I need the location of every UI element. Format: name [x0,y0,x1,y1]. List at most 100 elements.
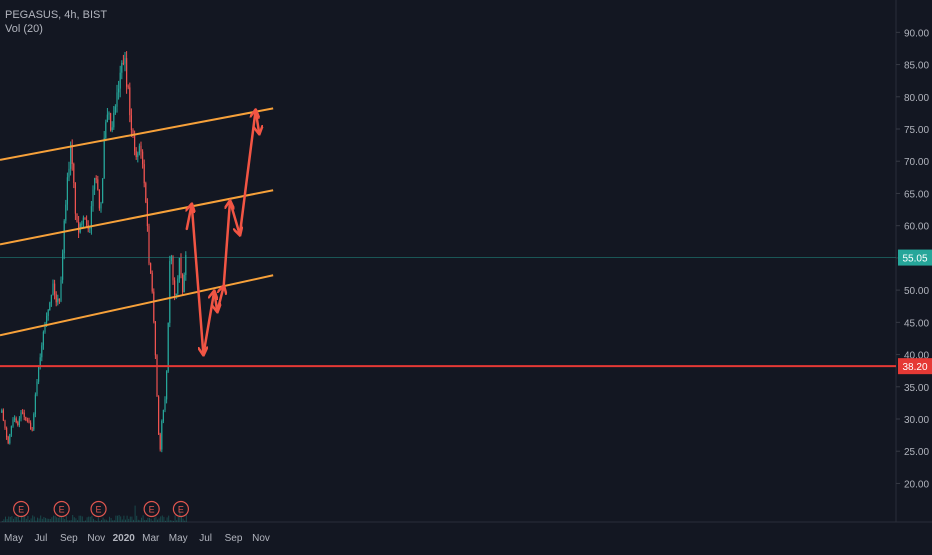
candle-body [74,183,76,214]
projection-arrow [238,110,256,236]
candle-body [95,178,97,180]
volume-bar [166,517,168,522]
candle-body [84,217,86,220]
volume-bar [104,519,106,522]
x-tick-label: May [169,533,188,544]
volume-bar [6,519,8,522]
candle-body [2,410,4,421]
y-tick-label: 60.00 [904,222,929,233]
candle-body [103,137,105,179]
volume-bar [78,515,80,522]
candle-body [49,302,51,311]
volume-bar [54,515,56,522]
candle-body [18,418,20,425]
earnings-marker-label: E [96,505,102,515]
projection-arrow [214,290,217,311]
volume-bar [101,519,102,522]
candle-body [28,420,30,423]
chart-legend: PEGASUS, 4h, BIST Vol (20) [5,8,107,36]
volume-bar [41,518,43,522]
candle-body [175,293,177,295]
candle-body [68,168,70,178]
earnings-marker-label: E [178,505,184,515]
volume-bar [123,515,125,522]
candle-body [183,275,185,293]
projection-arrow [256,109,260,133]
volume-bar [149,518,150,522]
projection-arrow [216,286,223,313]
candle-body [63,220,65,254]
candle-body [170,256,172,262]
candle-body [4,420,6,428]
volume-indicator-label[interactable]: Vol (20) [5,23,43,35]
volume-bar [102,517,104,522]
x-tick-label: Jul [199,533,212,544]
volume-bar [70,520,72,522]
candle-body [57,298,59,303]
volume-bar [128,518,130,522]
candle-body [78,222,80,233]
volume-bar [80,515,82,522]
candle-body [182,274,184,293]
volume-bar [168,515,170,522]
candle-body [150,263,152,274]
volume-bar [118,515,120,522]
candle-body [42,331,44,346]
volume-bar [137,519,139,522]
volume-bar [62,517,64,522]
channel-line-upper [0,107,274,161]
candle-body [142,151,144,165]
volume-bar [113,520,115,522]
candle-body [116,92,118,107]
symbol-title[interactable]: PEGASUS, 4h, BIST [5,9,108,21]
candle-body [50,294,52,303]
volume-bar [173,520,174,522]
volume-bar [17,515,19,522]
y-tick-label: 80.00 [904,93,929,104]
volume-bar [30,518,32,522]
projection-arrow [190,203,204,354]
earnings-marker [90,500,107,518]
candle-body [54,283,56,295]
candle-body [70,144,72,169]
candle-body [129,87,131,116]
volume-bar [160,516,162,522]
volume-bar [16,516,18,522]
earnings-marker [143,500,160,518]
candle-body [22,412,24,414]
candle-body [164,399,166,410]
candle-body [151,273,153,292]
volume-bar [109,516,110,522]
candle-body [90,206,92,229]
candle-body [134,133,136,152]
candle-body [167,322,169,372]
volume-bar [96,521,98,522]
candle-body [1,410,3,413]
projection-arrow [222,201,230,288]
candle-body [47,310,49,316]
candle-body [143,164,145,184]
candle-body [122,62,124,64]
volume-bar [126,515,128,522]
earnings-marker [53,500,70,518]
y-tick-label: 50.00 [904,286,929,297]
candle-body [105,122,107,138]
volume-bar [49,519,51,522]
volume-bar [110,518,112,522]
volume-bar [129,516,131,522]
volume-bar [61,516,62,522]
y-tick-label: 65.00 [904,189,929,200]
candle-body [100,203,102,209]
y-tick-label: 90.00 [904,28,929,39]
volume-bar [121,519,123,522]
volume-bar [86,517,88,522]
volume-bar [105,519,107,522]
x-tick-label: Nov [252,533,270,544]
candle-body [17,422,19,425]
volume-bars [1,505,187,522]
volume-bar [181,517,182,522]
y-tick-label: 20.00 [904,479,929,490]
